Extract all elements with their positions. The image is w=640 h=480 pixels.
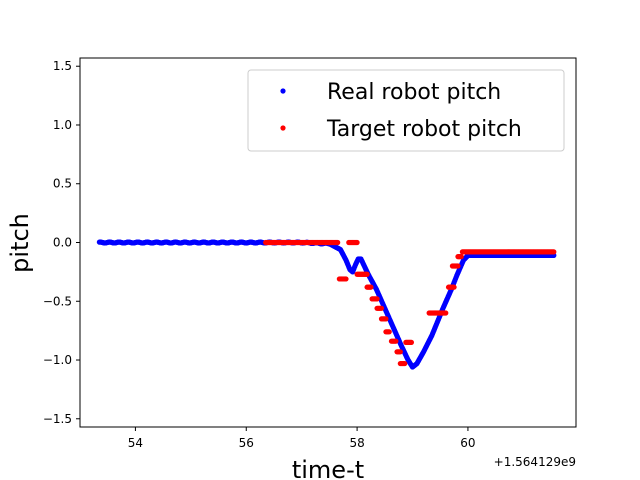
target-pitch-point (455, 263, 461, 269)
x-tick-label: 54 (128, 436, 143, 450)
x-tick-label: 56 (239, 436, 254, 450)
y-tick-label: 1.5 (53, 59, 72, 73)
target-pitch-point (397, 349, 403, 355)
legend-box (247, 69, 565, 152)
legend-label-target: Target robot pitch (326, 117, 522, 142)
legend: Real robot pitch Target robot pitch (247, 69, 565, 152)
target-pitch-point (451, 284, 457, 290)
target-pitch-point (386, 329, 392, 335)
data-points (96, 239, 557, 370)
legend-marker-target (280, 125, 286, 131)
target-pitch-point (551, 249, 557, 255)
target-pitch-point (343, 276, 349, 282)
target-pitch-point (354, 239, 360, 246)
y-tick-label: −1.5 (43, 412, 72, 426)
target-pitch-point (374, 296, 380, 302)
legend-label-real: Real robot pitch (327, 80, 501, 105)
y-axis-ticks: −1.5 −1.0 −0.5 0.0 0.5 1.0 1.5 (43, 59, 80, 426)
target-pitch-point (364, 271, 370, 277)
target-pitch-point (402, 360, 408, 367)
y-tick-label: 1.0 (53, 118, 72, 132)
target-pitch-point (335, 239, 341, 246)
target-pitch-point (443, 310, 449, 316)
legend-marker-real (280, 88, 286, 94)
target-pitch-point (378, 305, 385, 311)
target-pitch-point (408, 339, 415, 345)
y-tick-label: −0.5 (43, 294, 72, 308)
y-tick-label: 0.0 (53, 236, 72, 250)
x-axis-title: time-t (292, 456, 364, 480)
target-pitch-point (458, 254, 464, 260)
target-pitch-point (383, 316, 389, 322)
x-axis-ticks: 54 56 58 60 (128, 427, 476, 450)
y-tick-label: −1.0 (43, 353, 72, 367)
x-tick-label: 60 (460, 436, 475, 450)
y-axis-title: pitch (6, 213, 34, 273)
y-tick-label: 0.5 (53, 177, 72, 191)
x-tick-label: 58 (349, 436, 364, 450)
x-offset-label: +1.564129e9 (494, 455, 576, 469)
target-pitch-point (393, 338, 399, 344)
target-pitch-point (368, 284, 374, 290)
